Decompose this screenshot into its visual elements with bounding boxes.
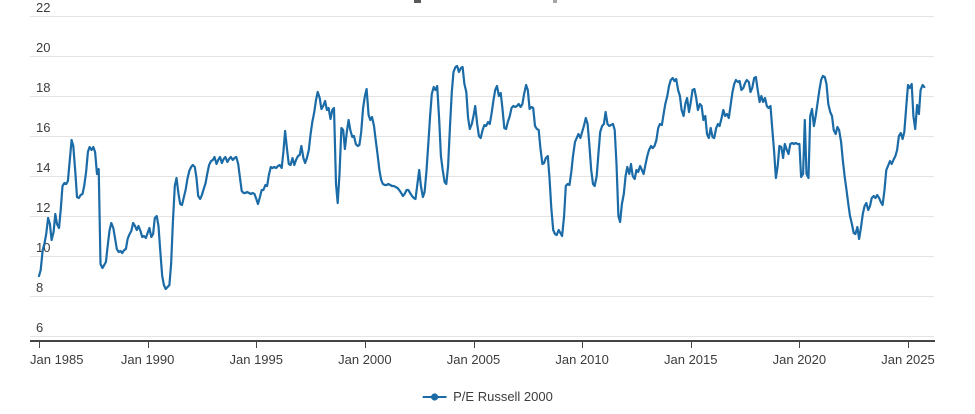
gridline-y-22 xyxy=(30,16,934,17)
gridline-y-20 xyxy=(30,56,934,57)
x-axis-tick-label: Jan 2015 xyxy=(664,352,718,367)
y-axis-tick-label: 18 xyxy=(36,80,51,95)
clipped-title-fragment xyxy=(553,0,557,3)
x-axis-tick-label: Jan 2020 xyxy=(772,352,827,367)
y-axis-tick-label: 6 xyxy=(36,320,44,335)
line-series-pe-russell-2000 xyxy=(37,64,926,291)
x-axis-tick-label: Jan 2005 xyxy=(446,352,501,367)
y-axis-tick-label: 8 xyxy=(36,280,44,295)
x-axis-tick-label: Jan 2025 xyxy=(881,352,935,367)
y-axis-tick-label: 22 xyxy=(36,0,51,15)
x-axis-tick xyxy=(799,340,801,348)
legend-line-dot-icon xyxy=(422,392,447,401)
x-axis-tick-label: Jan 1985 xyxy=(30,352,84,367)
gridline-y-14 xyxy=(30,176,934,177)
legend-item-pe-russell-2000[interactable]: P/E Russell 2000 xyxy=(422,389,553,404)
x-axis-tick xyxy=(582,340,584,348)
clipped-title-fragment xyxy=(414,0,421,3)
x-axis-tick xyxy=(908,340,909,348)
x-axis-tick xyxy=(473,340,475,348)
gridline-y-6 xyxy=(30,336,934,337)
x-axis-tick xyxy=(256,340,258,348)
y-axis-tick-label: 20 xyxy=(36,40,51,55)
x-axis-tick xyxy=(690,340,692,348)
x-axis-tick-label: Jan 1995 xyxy=(229,352,284,367)
x-axis-tick xyxy=(147,340,149,348)
y-axis-tick-label: 14 xyxy=(36,160,51,175)
gridline-y-8 xyxy=(30,296,934,297)
x-axis-tick-label: Jan 2000 xyxy=(338,352,392,367)
x-axis-tick-label: Jan 2010 xyxy=(555,352,609,367)
y-axis-tick-label: 12 xyxy=(36,200,51,215)
gridline-y-12 xyxy=(30,216,934,217)
x-axis-tick-label: Jan 1990 xyxy=(120,352,175,367)
x-axis-tick xyxy=(39,340,40,348)
legend-label: P/E Russell 2000 xyxy=(453,389,553,404)
gridline-y-10 xyxy=(30,256,934,257)
x-axis-line xyxy=(30,340,935,342)
y-axis-tick-label: 16 xyxy=(36,120,51,135)
x-axis-tick xyxy=(364,340,366,348)
gridline-y-18 xyxy=(30,96,934,97)
